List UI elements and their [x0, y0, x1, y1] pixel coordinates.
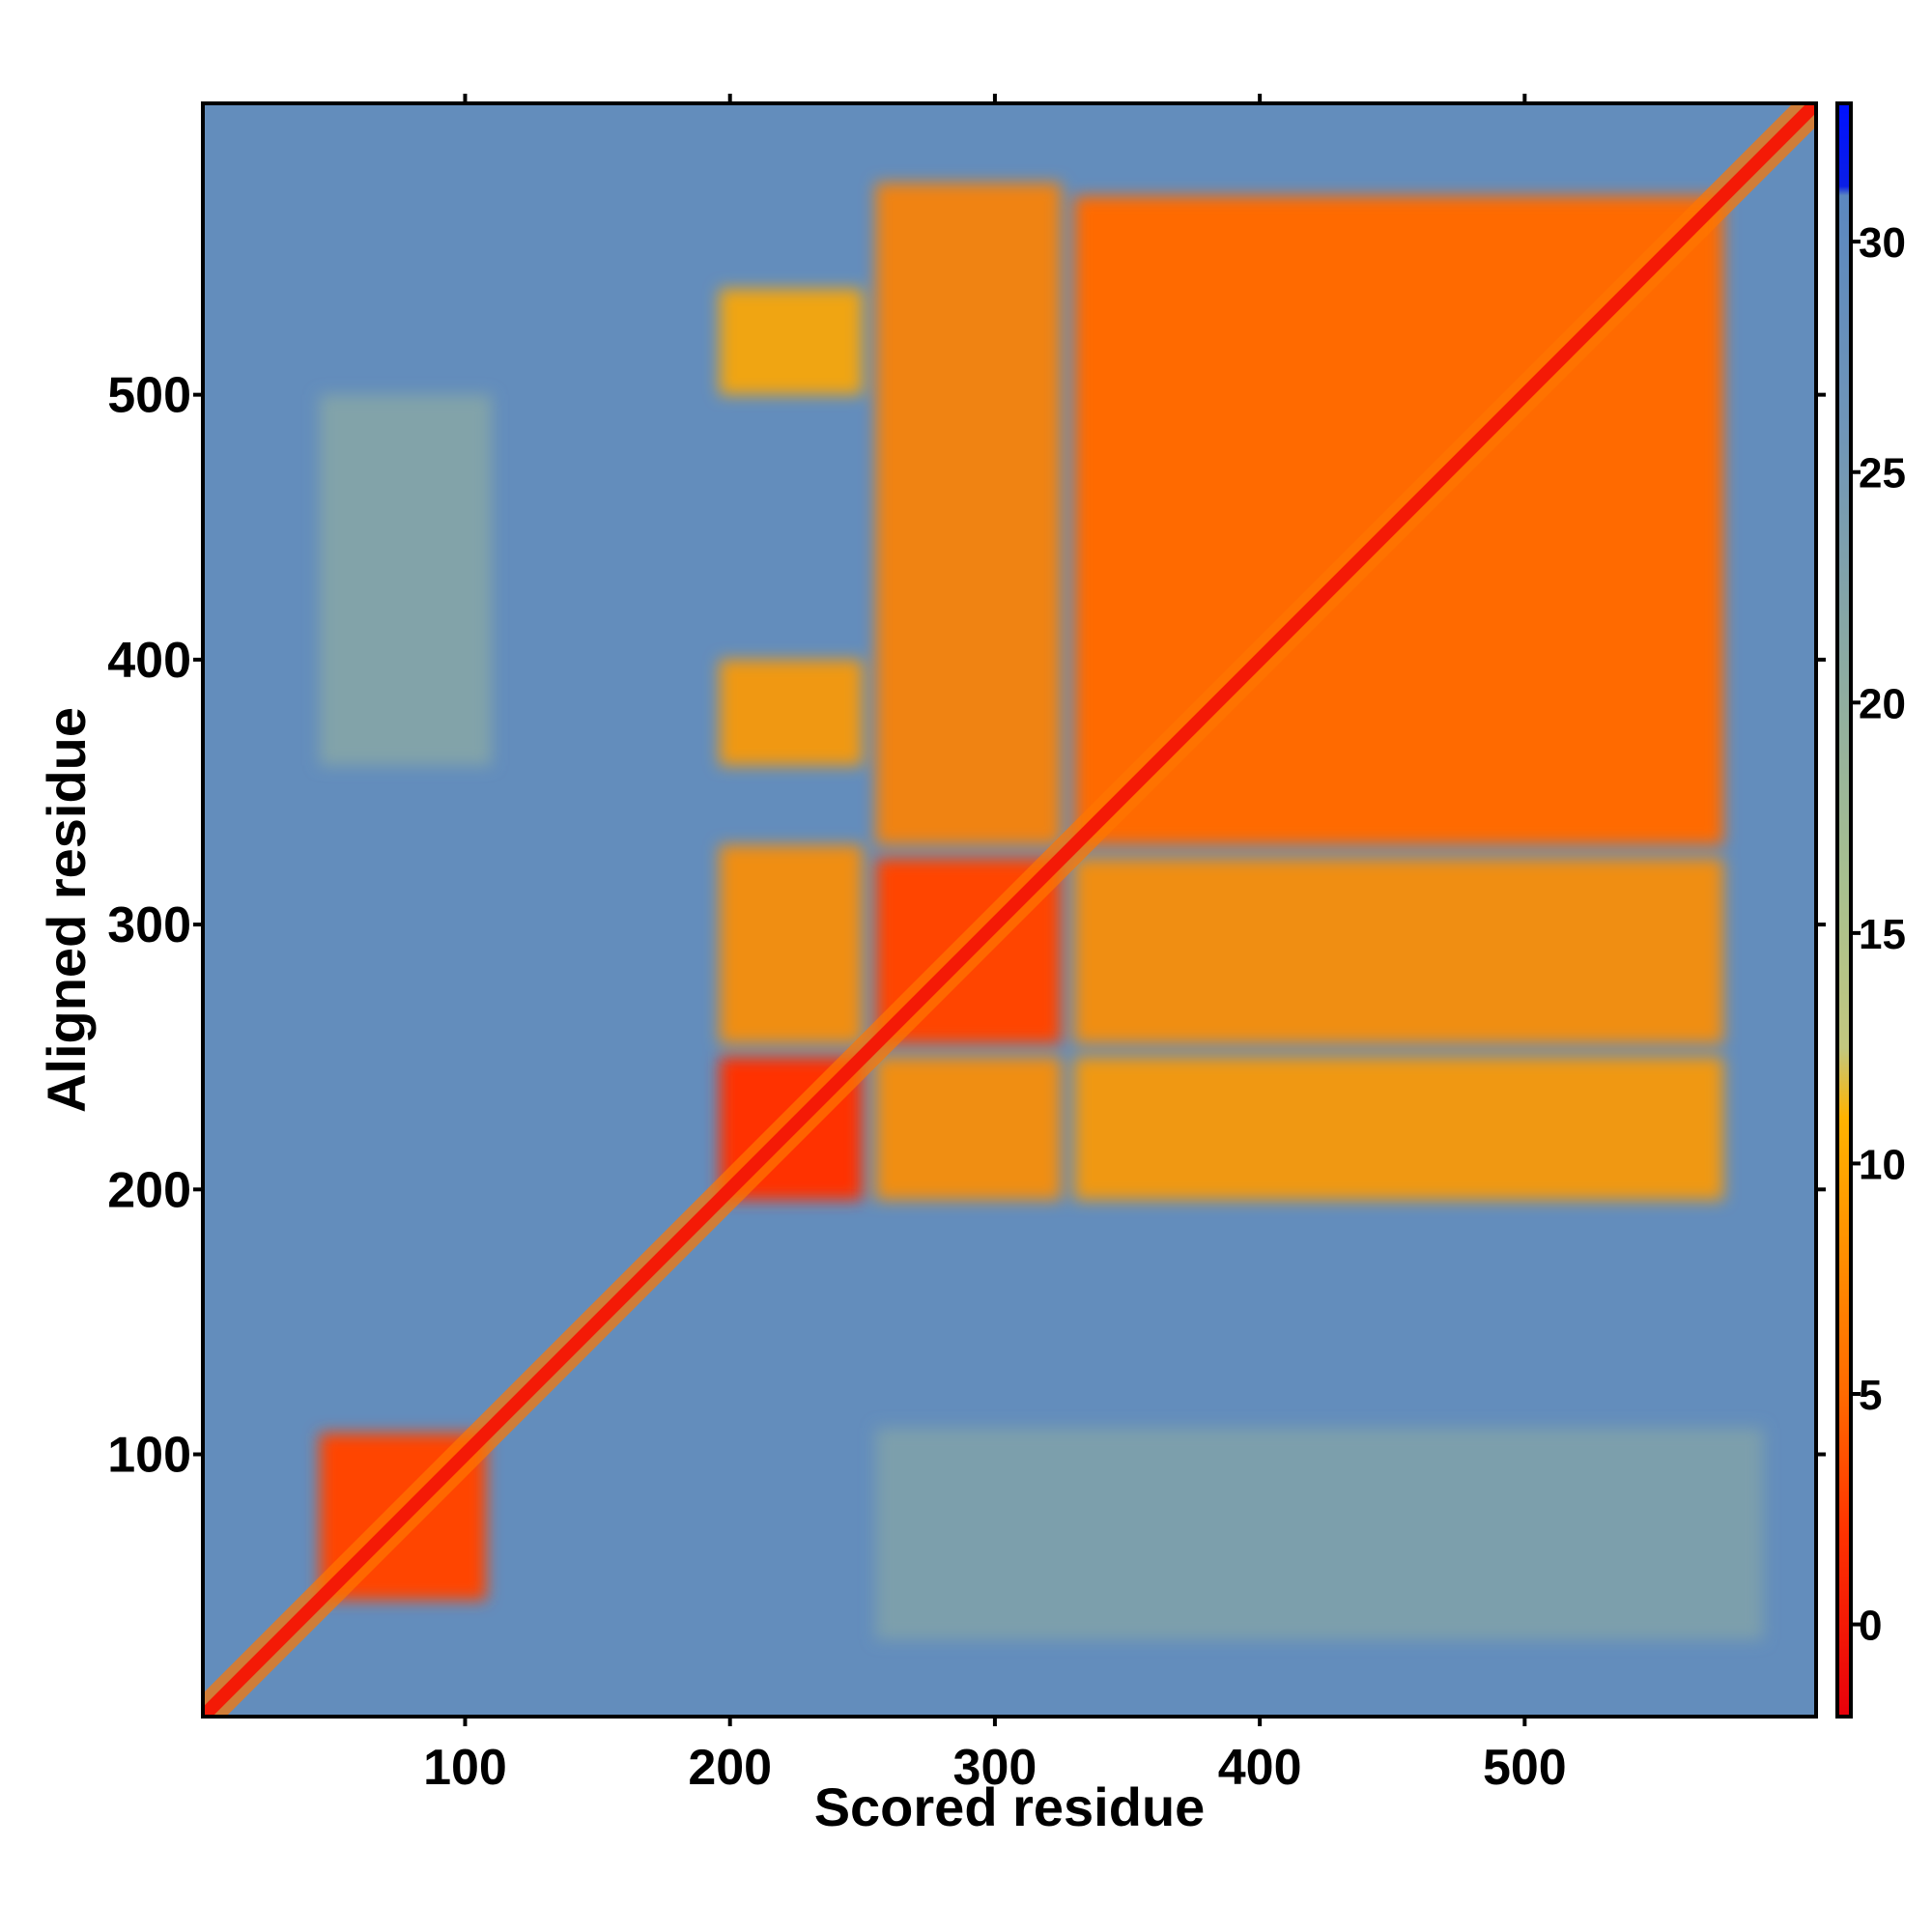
off-diagonal-block-7: [1074, 858, 1724, 1044]
x-tick-label: 400: [1218, 1740, 1302, 1796]
colorbar-tick-label: 5: [1859, 1372, 1882, 1419]
plot-frame: [201, 101, 1818, 1719]
x-tick-label: 300: [953, 1740, 1037, 1796]
y-tick-label: 400: [107, 633, 191, 689]
off-diagonal-block-9: [875, 1428, 1764, 1640]
colorbar-tick-label: 0: [1859, 1603, 1882, 1650]
diagonal-line: [203, 103, 1816, 1717]
off-diagonal-block-3: [719, 288, 863, 395]
x-tick-label: 100: [423, 1740, 507, 1796]
off-diagonal-block-1: [719, 844, 863, 1044]
heatmap-diagonal: [203, 103, 1816, 1717]
colorbar-fill: [1837, 103, 1851, 1717]
colorbar-tick-label: 30: [1859, 219, 1906, 267]
colorbar-tick-label: 25: [1859, 450, 1906, 497]
colorbar-frame: [1835, 101, 1853, 1719]
x-tick-label: 500: [1483, 1740, 1567, 1796]
y-axis-label: Aligned residue: [36, 707, 97, 1113]
off-diagonal-block-6: [1074, 1057, 1724, 1201]
heatmap-plot-area: [203, 103, 1816, 1717]
y-axis-ticks: 100 200 300 400 500: [107, 368, 1826, 1484]
off-diagonal-block-8: [319, 394, 492, 766]
off-diagonal-block-2: [719, 659, 863, 766]
colorbar-tick-label: 20: [1859, 680, 1906, 727]
off-diagonal-block-5: [875, 183, 1062, 845]
y-tick-label: 500: [107, 368, 191, 424]
colorbar-ticks: 0 5 10 15 20 25 30: [1851, 219, 1906, 1650]
x-tick-label: 200: [688, 1740, 772, 1796]
x-axis-ticks: 100 200 300 400 500: [423, 94, 1567, 1796]
y-tick-label: 200: [107, 1162, 191, 1218]
y-tick-label: 100: [107, 1428, 191, 1484]
x-axis-label: Scored residue: [814, 1776, 1206, 1837]
y-tick-label: 300: [107, 897, 191, 953]
colorbar: 0 5 10 15 20 25 30: [1835, 101, 1906, 1719]
colorbar-tick-label: 15: [1859, 911, 1906, 958]
colorbar-tick-label: 10: [1859, 1141, 1906, 1188]
off-diagonal-block-4: [875, 1057, 1062, 1201]
